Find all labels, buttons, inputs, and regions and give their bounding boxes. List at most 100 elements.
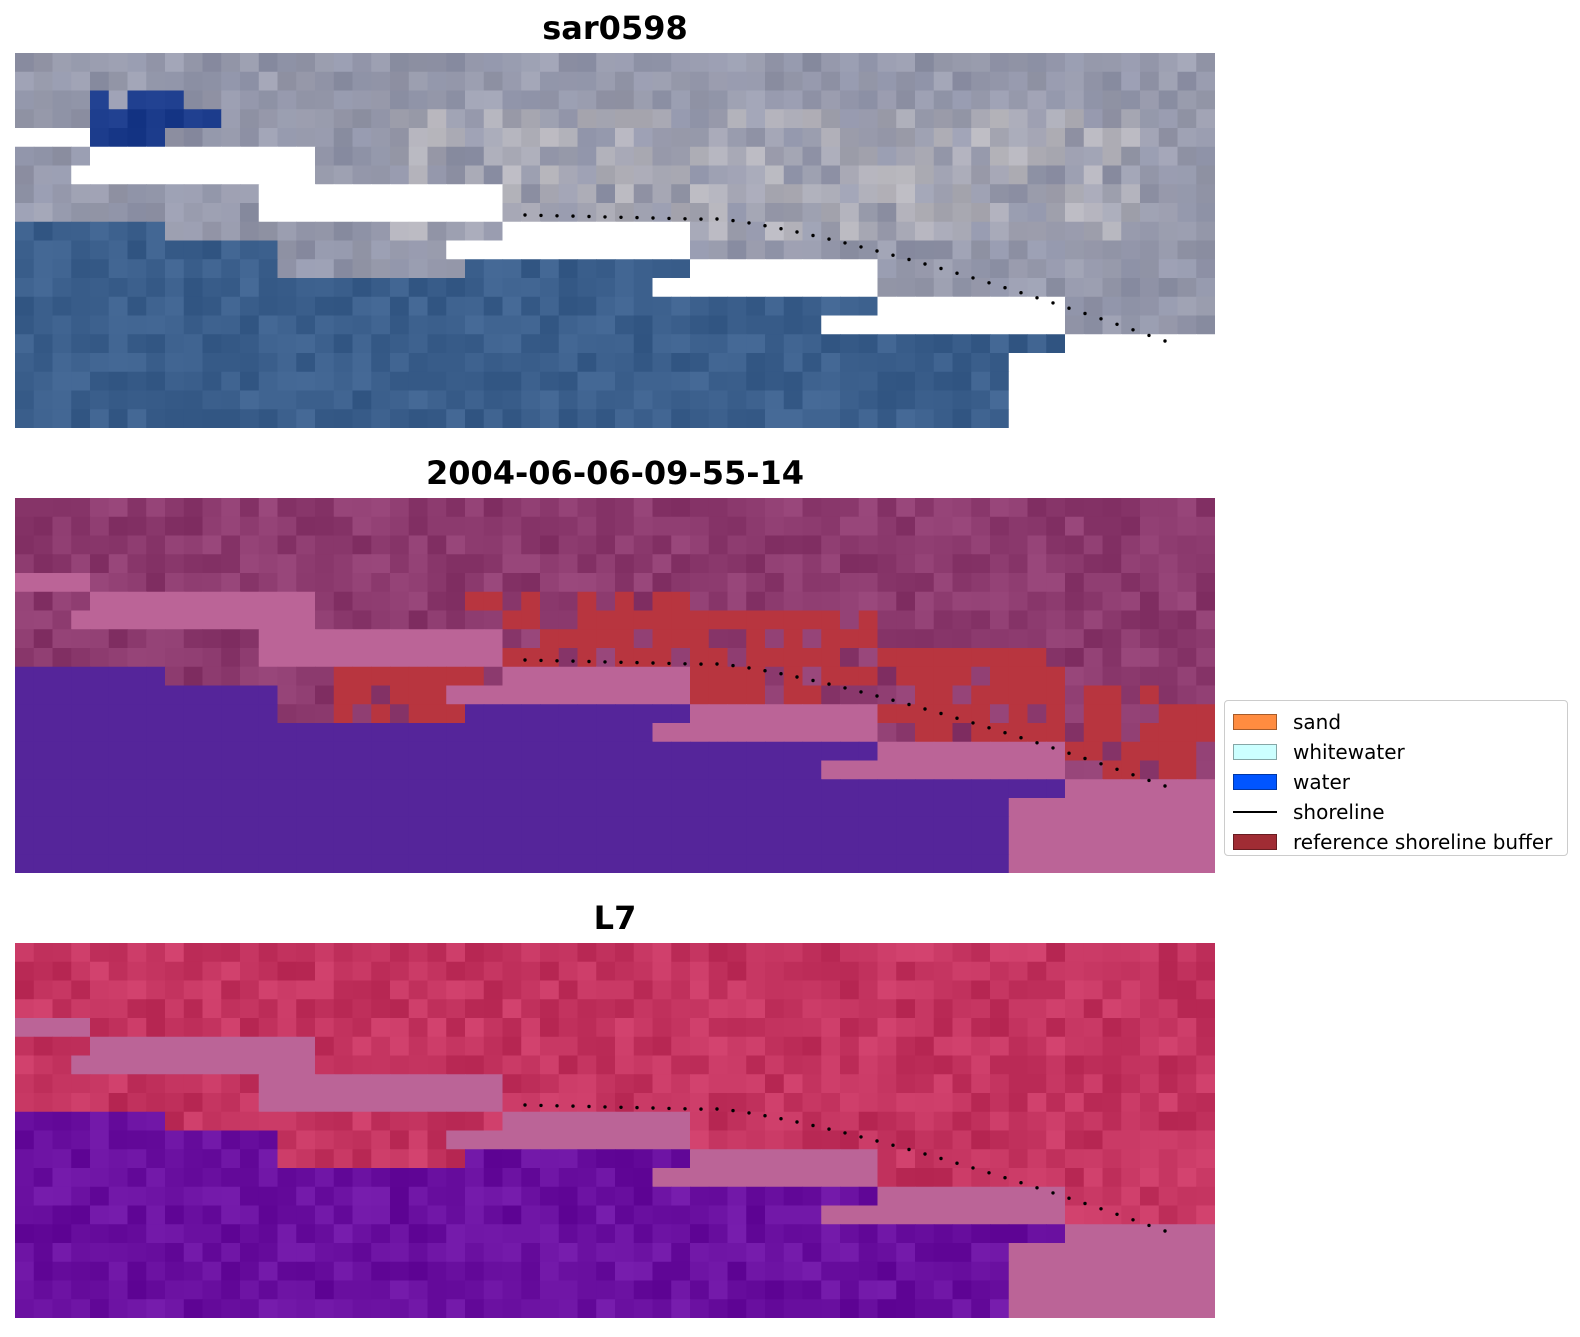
pixel <box>1027 334 1047 354</box>
pixel <box>521 629 541 649</box>
pixel <box>1083 610 1104 630</box>
pixel <box>971 1055 991 1075</box>
pixel <box>33 704 54 724</box>
pixel <box>183 315 204 335</box>
pixel <box>165 109 185 129</box>
pixel <box>52 371 72 392</box>
pixel <box>558 798 579 818</box>
pixel <box>990 1224 1010 1244</box>
pixel <box>558 779 579 799</box>
pixel <box>315 1205 335 1225</box>
pixel <box>483 1186 504 1207</box>
pixel <box>615 498 635 518</box>
pixel <box>483 1280 504 1300</box>
pixel <box>802 390 822 410</box>
pixel <box>971 1168 991 1188</box>
legend-label-sand: sand <box>1293 710 1342 734</box>
pixel <box>183 648 204 668</box>
pixel <box>1065 1130 1085 1150</box>
pixel <box>990 779 1010 799</box>
shoreline-dot <box>667 661 671 666</box>
pixel <box>540 1130 560 1150</box>
pixel <box>615 353 635 373</box>
pixel <box>1065 146 1085 167</box>
pixel <box>408 203 429 223</box>
pixel <box>1177 1018 1197 1038</box>
pixel <box>202 1130 222 1150</box>
pixel <box>90 704 110 724</box>
pixel <box>652 390 672 410</box>
shoreline-dot <box>539 1103 543 1108</box>
pixel <box>333 535 354 555</box>
pixel <box>1065 554 1085 574</box>
pixel <box>15 128 35 148</box>
pixel <box>671 1299 691 1318</box>
pixel <box>1027 409 1047 428</box>
pixel <box>521 71 541 92</box>
pixel <box>371 1205 391 1225</box>
pixel <box>1027 53 1047 73</box>
pixel <box>333 1186 354 1207</box>
pixel <box>15 353 35 373</box>
pixel <box>708 184 729 204</box>
pixel <box>1140 1149 1160 1169</box>
pixel <box>671 498 691 518</box>
pixel <box>221 1168 241 1188</box>
pixel <box>633 779 654 799</box>
pixel <box>652 1243 672 1263</box>
pixel <box>746 760 766 780</box>
pixel <box>52 221 72 242</box>
pixel <box>933 1280 954 1300</box>
pixel <box>690 1280 710 1300</box>
pixel <box>221 685 241 705</box>
pixel <box>708 1093 729 1113</box>
pixel <box>990 165 1010 185</box>
pixel <box>1083 371 1104 392</box>
pixel <box>1121 943 1141 963</box>
pixel <box>652 278 672 298</box>
pixel <box>877 666 897 687</box>
pixel <box>1046 1280 1066 1300</box>
pixel <box>258 591 279 612</box>
pixel <box>277 1093 297 1113</box>
pixel <box>671 353 691 373</box>
pixel <box>127 854 147 873</box>
pixel <box>1140 184 1160 204</box>
pixel <box>202 704 222 724</box>
pixel <box>915 741 935 762</box>
pixel <box>727 109 747 129</box>
pixel <box>446 371 466 392</box>
pixel <box>90 999 110 1019</box>
pixel <box>765 980 785 1000</box>
pixel <box>558 1055 579 1075</box>
pixel <box>990 240 1010 260</box>
pixel <box>408 1261 429 1282</box>
pixel <box>127 741 147 762</box>
shoreline-dot <box>539 213 543 218</box>
pixel <box>427 165 447 185</box>
pixel <box>1027 535 1047 555</box>
pixel <box>296 184 316 204</box>
pixel <box>1196 704 1215 724</box>
pixel <box>183 184 204 204</box>
pixel <box>127 816 147 837</box>
pixel <box>633 591 654 612</box>
pixel <box>71 1168 91 1188</box>
pixel <box>1046 1093 1066 1113</box>
pixel <box>240 573 260 593</box>
pixel <box>1083 165 1104 185</box>
pixel <box>371 1093 391 1113</box>
pixel <box>896 278 916 298</box>
pixel <box>615 259 635 279</box>
shoreline-dot <box>651 216 655 220</box>
pixel <box>465 1243 485 1263</box>
pixel <box>783 1205 804 1225</box>
pixel <box>277 203 297 223</box>
pixel <box>446 1055 466 1075</box>
pixel <box>783 554 804 574</box>
pixel <box>408 1074 429 1094</box>
pixel <box>1083 816 1104 837</box>
pixel <box>633 516 654 537</box>
pixel <box>333 53 354 73</box>
pixel <box>71 146 91 167</box>
